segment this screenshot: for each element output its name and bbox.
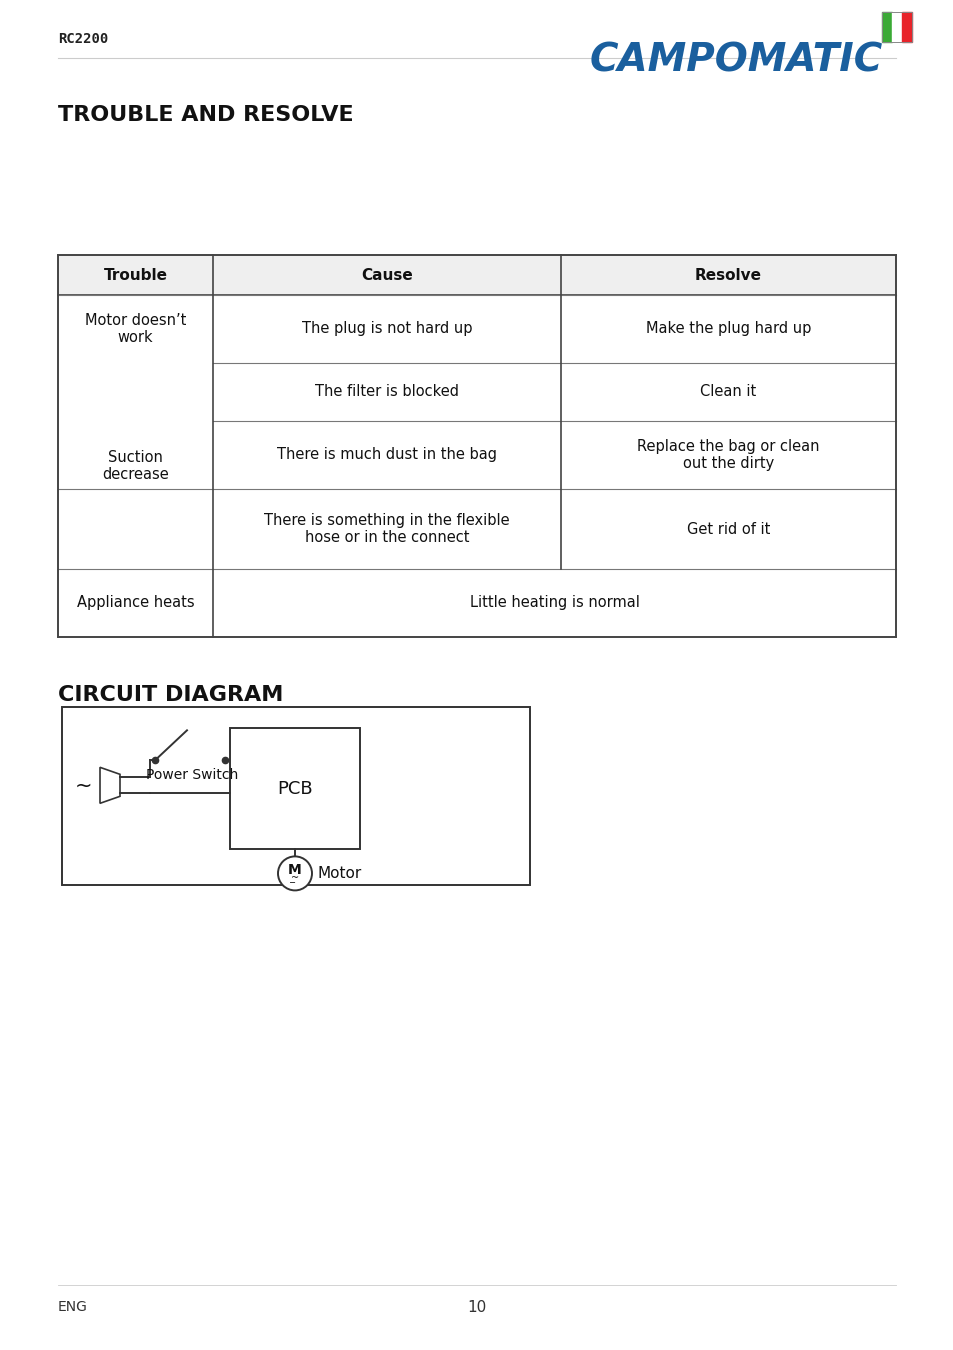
Text: CIRCUIT DIAGRAM: CIRCUIT DIAGRAM xyxy=(58,684,283,705)
Text: M: M xyxy=(288,864,301,878)
Text: Replace the bag or clean
out the dirty: Replace the bag or clean out the dirty xyxy=(637,439,819,471)
Text: ~: ~ xyxy=(291,873,298,883)
Bar xyxy=(58,255,895,637)
Bar xyxy=(882,12,911,42)
Bar xyxy=(230,729,359,849)
Text: 10: 10 xyxy=(467,1300,486,1315)
Bar xyxy=(58,255,895,296)
Text: RC2200: RC2200 xyxy=(58,32,108,46)
Text: There is something in the flexible
hose or in the connect: There is something in the flexible hose … xyxy=(264,513,509,545)
Bar xyxy=(901,12,911,42)
Text: Resolve: Resolve xyxy=(694,267,761,282)
Text: PCB: PCB xyxy=(277,780,313,798)
Text: TROUBLE AND RESOLVE: TROUBLE AND RESOLVE xyxy=(58,105,354,126)
Circle shape xyxy=(277,856,312,891)
Text: Cause: Cause xyxy=(360,267,413,282)
Bar xyxy=(882,12,891,42)
Text: Motor doesn’t
work: Motor doesn’t work xyxy=(85,313,186,346)
Text: Make the plug hard up: Make the plug hard up xyxy=(645,321,810,336)
Text: Power Switch: Power Switch xyxy=(146,768,238,782)
Text: Motor: Motor xyxy=(317,865,362,882)
Text: ENG: ENG xyxy=(58,1300,88,1314)
Text: Suction
decrease: Suction decrease xyxy=(102,450,169,482)
Text: Clean it: Clean it xyxy=(700,385,756,400)
Text: The plug is not hard up: The plug is not hard up xyxy=(301,321,472,336)
Bar xyxy=(62,707,530,886)
Text: Little heating is normal: Little heating is normal xyxy=(469,595,639,610)
Text: Appliance heats: Appliance heats xyxy=(76,595,194,610)
Text: Get rid of it: Get rid of it xyxy=(686,521,769,536)
Text: Trouble: Trouble xyxy=(104,267,168,282)
Text: CAMPOMATIC: CAMPOMATIC xyxy=(589,42,882,80)
Text: There is much dust in the bag: There is much dust in the bag xyxy=(276,447,497,463)
Text: The filter is blocked: The filter is blocked xyxy=(314,385,458,400)
Bar xyxy=(891,12,901,42)
Text: ~: ~ xyxy=(75,775,92,795)
